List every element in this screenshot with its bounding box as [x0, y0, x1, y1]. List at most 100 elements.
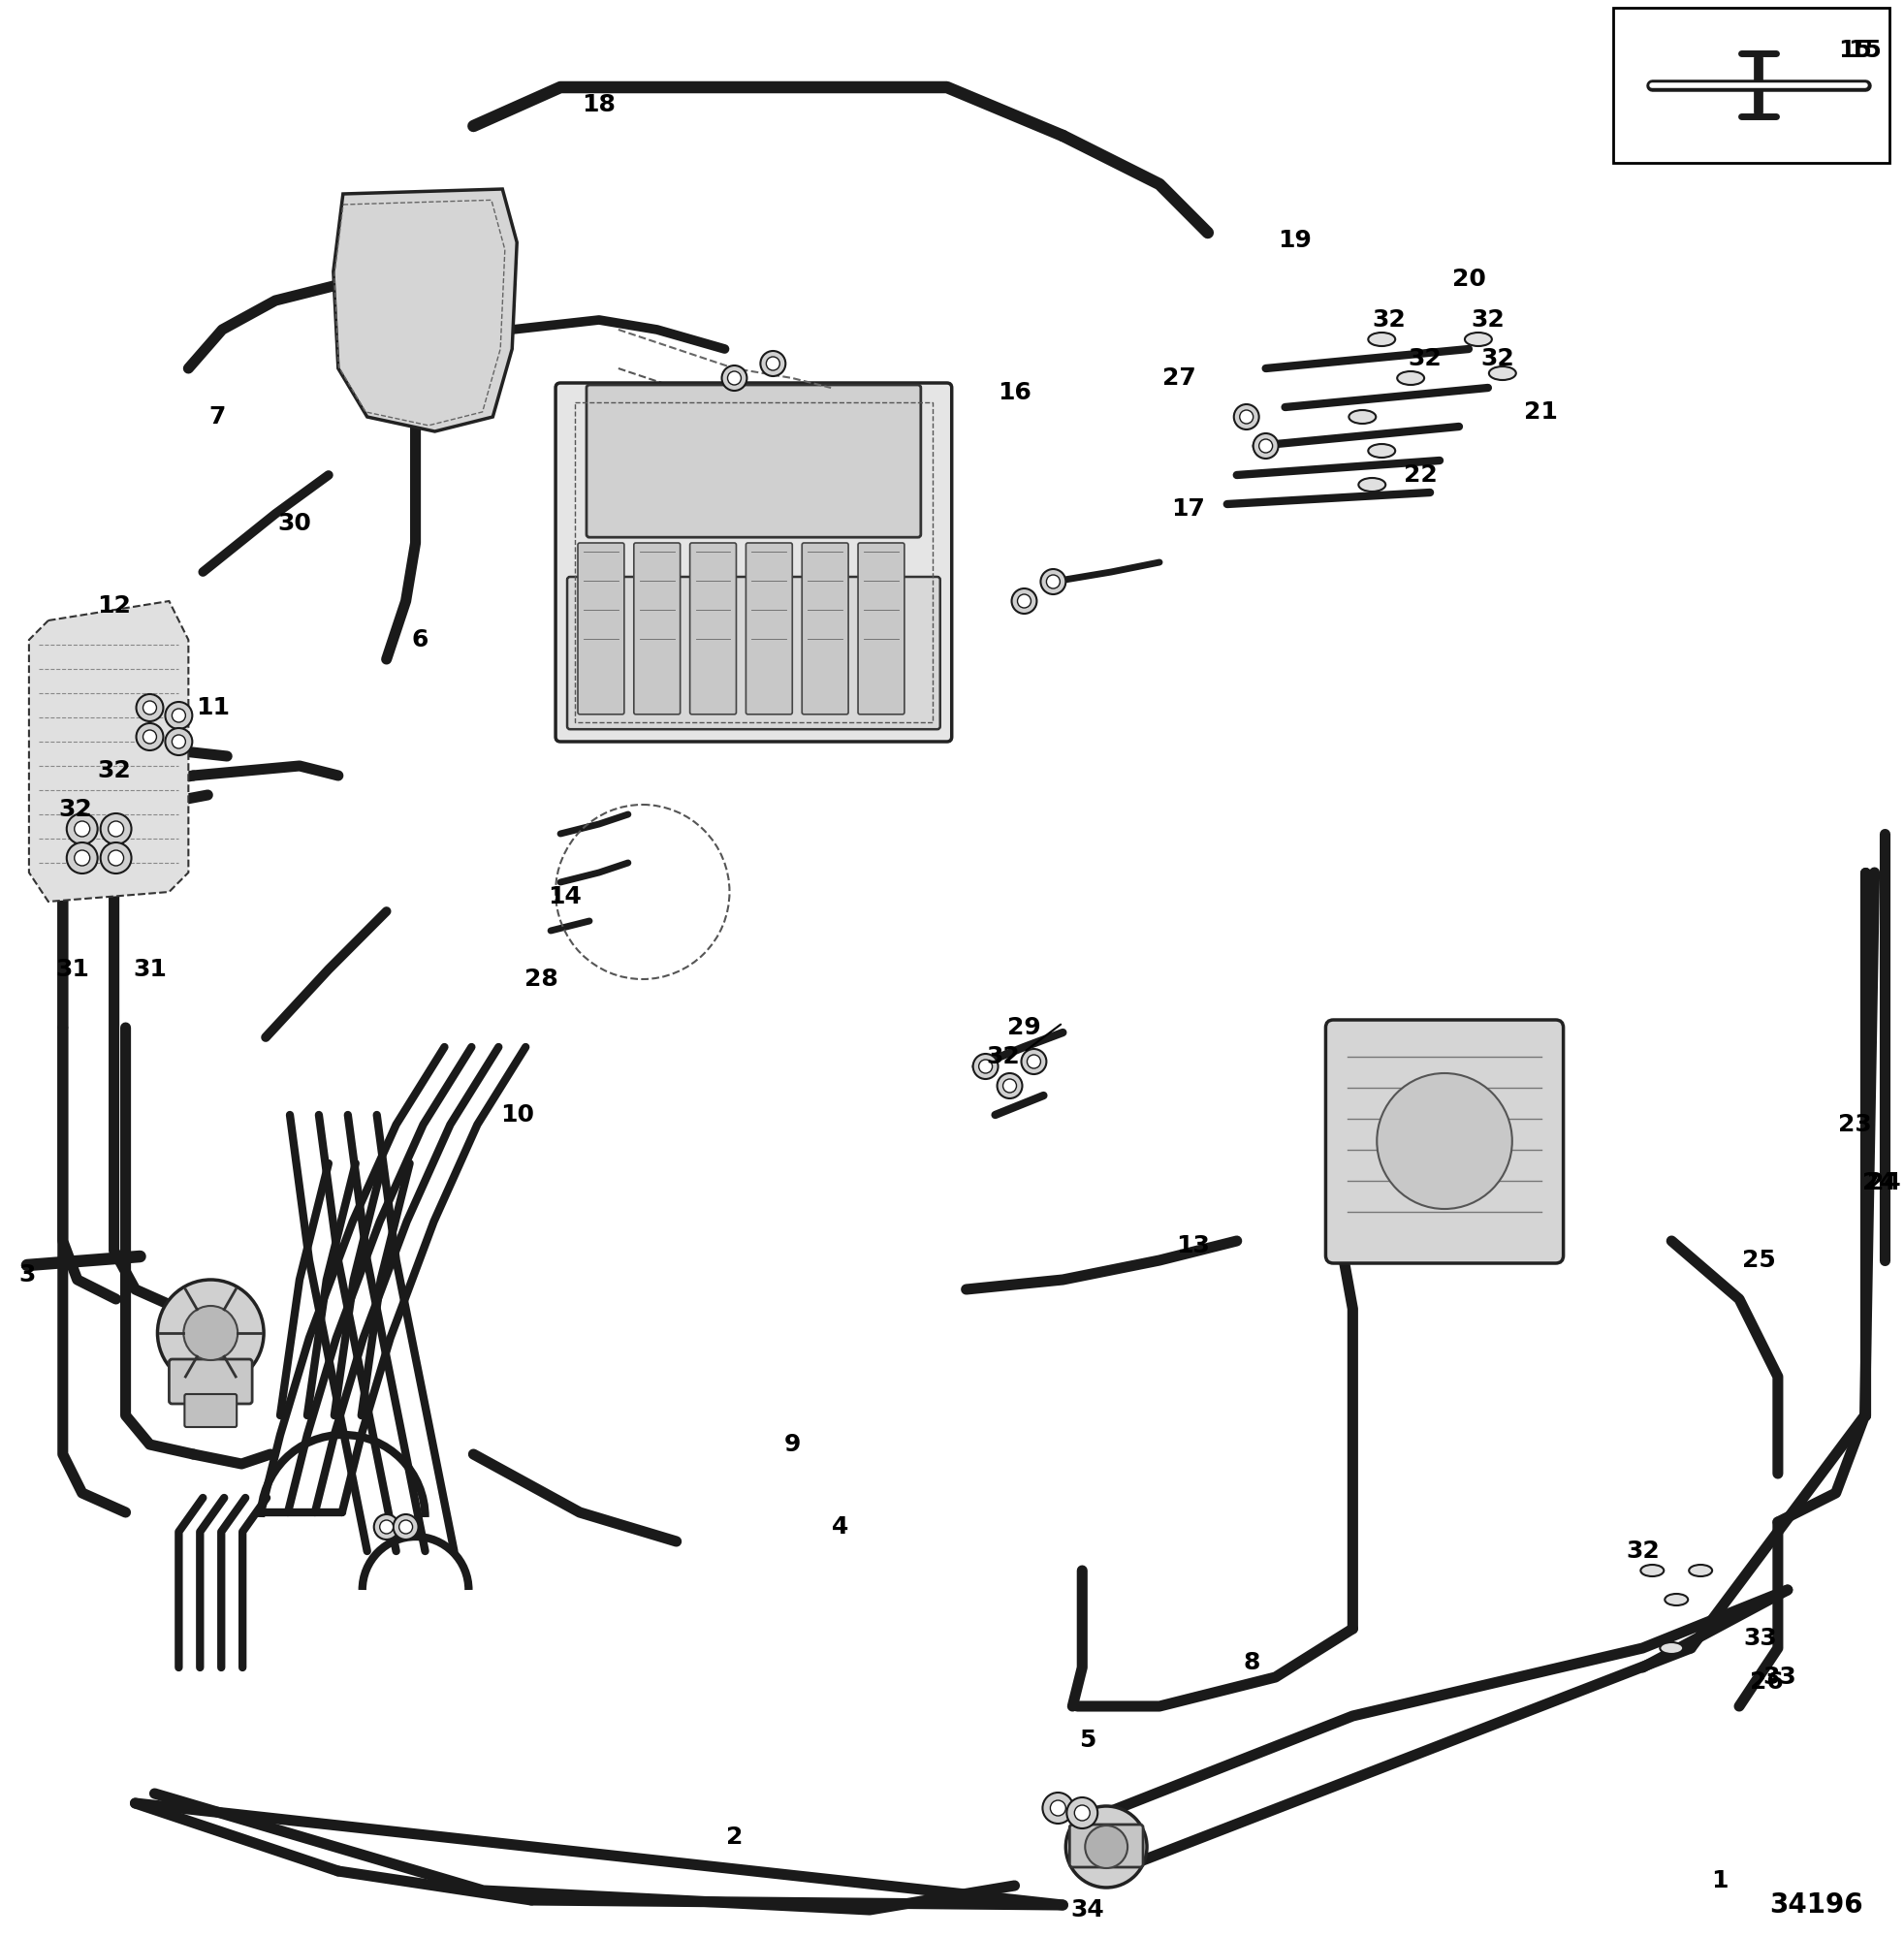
Text: 32: 32	[1409, 347, 1441, 370]
Text: 6: 6	[411, 628, 428, 651]
FancyBboxPatch shape	[586, 385, 922, 537]
Text: 31: 31	[55, 957, 89, 982]
Circle shape	[1047, 575, 1061, 589]
Circle shape	[143, 730, 156, 744]
Text: 14: 14	[548, 885, 583, 908]
FancyBboxPatch shape	[185, 1395, 236, 1428]
Ellipse shape	[1664, 1594, 1689, 1606]
Ellipse shape	[1348, 411, 1377, 424]
Ellipse shape	[1660, 1643, 1683, 1654]
Circle shape	[171, 734, 185, 748]
Ellipse shape	[1489, 366, 1516, 380]
Text: 2: 2	[725, 1825, 743, 1848]
Circle shape	[1011, 589, 1038, 614]
Circle shape	[67, 814, 97, 845]
Text: 9: 9	[784, 1433, 802, 1457]
FancyBboxPatch shape	[1070, 1825, 1142, 1867]
Text: 15: 15	[1837, 39, 1872, 62]
Circle shape	[1085, 1825, 1127, 1867]
Text: 32: 32	[1481, 347, 1514, 370]
Polygon shape	[333, 190, 516, 432]
Circle shape	[373, 1515, 400, 1540]
Text: 23: 23	[1839, 1114, 1872, 1137]
FancyBboxPatch shape	[169, 1360, 251, 1404]
Text: 3: 3	[19, 1263, 36, 1286]
Ellipse shape	[1689, 1565, 1712, 1577]
Circle shape	[137, 693, 164, 721]
Circle shape	[394, 1515, 419, 1540]
Circle shape	[171, 709, 185, 723]
Text: 18: 18	[583, 93, 617, 116]
Text: 32: 32	[59, 798, 91, 821]
Circle shape	[760, 351, 786, 376]
FancyBboxPatch shape	[802, 542, 849, 715]
Text: 32: 32	[1626, 1540, 1660, 1563]
Circle shape	[166, 728, 192, 755]
Text: 33: 33	[1763, 1666, 1797, 1689]
Circle shape	[400, 1521, 413, 1534]
Circle shape	[101, 814, 131, 845]
Text: 16: 16	[998, 382, 1032, 405]
Ellipse shape	[1641, 1565, 1664, 1577]
Circle shape	[1074, 1805, 1089, 1821]
Text: 32: 32	[986, 1046, 1021, 1069]
Text: 32: 32	[1373, 308, 1407, 331]
Text: 8: 8	[1243, 1650, 1260, 1674]
Circle shape	[74, 850, 89, 866]
Circle shape	[166, 701, 192, 728]
Circle shape	[74, 821, 89, 837]
Text: 7: 7	[209, 405, 227, 428]
Text: 28: 28	[524, 967, 558, 992]
Ellipse shape	[1369, 333, 1396, 347]
Ellipse shape	[1398, 372, 1424, 385]
FancyBboxPatch shape	[746, 542, 792, 715]
Text: 5: 5	[1078, 1728, 1095, 1751]
Text: 26: 26	[1750, 1670, 1784, 1693]
Text: 10: 10	[501, 1104, 533, 1127]
Text: 4: 4	[832, 1515, 849, 1538]
Text: 34196: 34196	[1769, 1891, 1864, 1918]
Circle shape	[1066, 1805, 1146, 1887]
Circle shape	[1041, 569, 1066, 595]
Circle shape	[973, 1054, 998, 1079]
Circle shape	[137, 723, 164, 750]
Text: 17: 17	[1171, 498, 1205, 521]
Circle shape	[1043, 1792, 1074, 1823]
Text: 29: 29	[1007, 1017, 1041, 1040]
Text: 33: 33	[1744, 1627, 1776, 1650]
Circle shape	[1066, 1798, 1097, 1829]
FancyBboxPatch shape	[859, 542, 904, 715]
Text: 27: 27	[1161, 366, 1196, 389]
Circle shape	[1003, 1079, 1017, 1092]
Circle shape	[1253, 434, 1278, 459]
Circle shape	[727, 372, 741, 385]
Circle shape	[379, 1521, 394, 1534]
FancyBboxPatch shape	[634, 542, 680, 715]
Text: 24: 24	[1868, 1172, 1900, 1195]
Ellipse shape	[1464, 333, 1493, 347]
Ellipse shape	[1369, 444, 1396, 457]
Text: 15: 15	[1849, 39, 1881, 62]
Circle shape	[158, 1280, 265, 1387]
Circle shape	[101, 843, 131, 874]
Text: 21: 21	[1525, 401, 1557, 424]
Text: 11: 11	[196, 695, 230, 719]
Text: 32: 32	[1472, 308, 1504, 331]
Bar	[1613, 8, 1889, 163]
Circle shape	[1017, 595, 1030, 608]
Circle shape	[1051, 1799, 1066, 1815]
Text: 19: 19	[1278, 229, 1312, 252]
Text: 20: 20	[1451, 267, 1485, 291]
Text: 25: 25	[1742, 1249, 1775, 1273]
FancyBboxPatch shape	[567, 577, 941, 728]
Circle shape	[1259, 440, 1272, 453]
Circle shape	[109, 821, 124, 837]
Circle shape	[765, 356, 781, 370]
Circle shape	[109, 850, 124, 866]
Circle shape	[1377, 1073, 1512, 1209]
Polygon shape	[29, 600, 188, 901]
FancyBboxPatch shape	[1325, 1021, 1563, 1263]
Circle shape	[1240, 411, 1253, 424]
Circle shape	[143, 701, 156, 715]
Circle shape	[998, 1073, 1022, 1098]
